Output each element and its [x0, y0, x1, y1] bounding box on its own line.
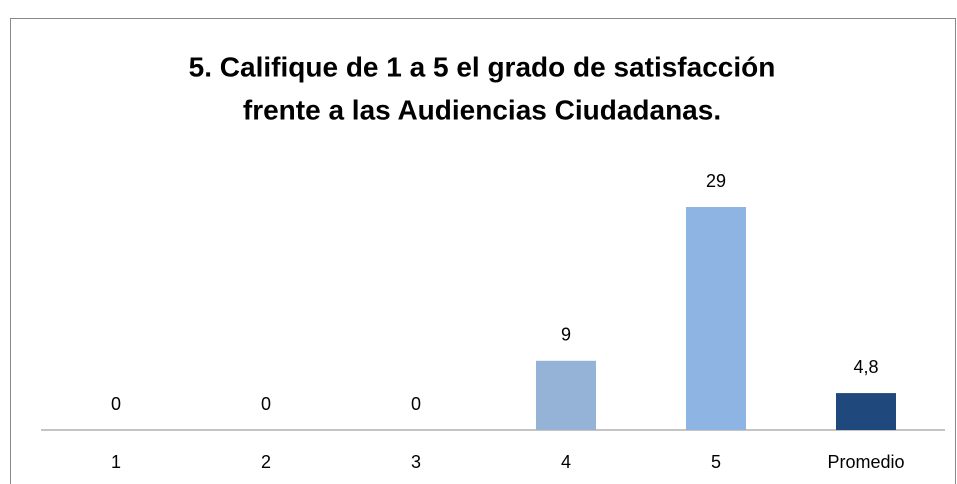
bar: [536, 360, 596, 430]
data-label: 0: [261, 394, 271, 414]
bar: [686, 207, 746, 430]
x-tick-label: Promedio: [827, 452, 904, 472]
chart-frame: [10, 18, 956, 484]
data-label: 4,8: [853, 357, 878, 377]
x-tick-label: 1: [111, 452, 121, 472]
x-tick-label: 4: [561, 452, 571, 472]
x-tick-label: 2: [261, 452, 271, 472]
data-label: 0: [411, 394, 421, 414]
data-label: 29: [706, 171, 726, 191]
chart-title: frente a las Audiencias Ciudadanas.: [243, 94, 721, 125]
data-label: 0: [111, 394, 121, 414]
chart-title: 5. Califique de 1 a 5 el grado de satisf…: [189, 51, 776, 82]
x-tick-label: 3: [411, 452, 421, 472]
x-tick-label: 5: [711, 452, 721, 472]
bar: [836, 393, 896, 430]
data-label: 9: [561, 325, 571, 345]
